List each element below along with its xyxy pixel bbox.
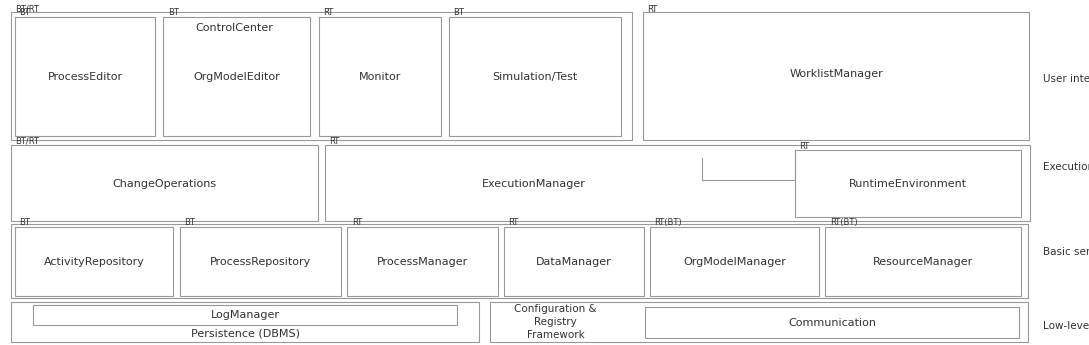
Text: ControlCenter: ControlCenter [195, 23, 273, 32]
Bar [504, 227, 644, 296]
Bar [795, 150, 1021, 217]
Text: RT: RT [647, 5, 657, 14]
Text: ProcessManager: ProcessManager [377, 257, 468, 266]
Bar [490, 302, 1028, 342]
Text: RT(BT): RT(BT) [830, 218, 857, 227]
Bar [15, 227, 173, 296]
Text: RT: RT [352, 218, 362, 227]
Text: DataManager: DataManager [536, 257, 612, 266]
Text: Low-level services layer: Low-level services layer [1043, 321, 1089, 331]
Bar [11, 145, 318, 221]
Bar [11, 302, 479, 342]
Text: ProcessEditor: ProcessEditor [48, 72, 122, 82]
Text: ExecutionManager: ExecutionManager [481, 179, 586, 188]
Text: RuntimeEnvironment: RuntimeEnvironment [849, 179, 967, 188]
Bar [645, 307, 1019, 338]
Text: Configuration &
Registry
Framework: Configuration & Registry Framework [514, 304, 597, 340]
Bar [15, 17, 155, 136]
Bar [650, 227, 819, 296]
Text: RT: RT [799, 142, 809, 151]
Text: BT/RT: BT/RT [15, 137, 39, 146]
Text: ChangeOperations: ChangeOperations [112, 179, 217, 188]
Text: RT: RT [509, 218, 518, 227]
Text: RT(BT): RT(BT) [654, 218, 682, 227]
Bar [643, 12, 1029, 140]
Text: ActivityRepository: ActivityRepository [44, 257, 145, 266]
Text: User interaction layer: User interaction layer [1043, 75, 1089, 84]
Text: OrgModelManager: OrgModelManager [683, 257, 786, 266]
Text: LogManager: LogManager [210, 310, 280, 320]
Text: Communication: Communication [788, 318, 876, 328]
Text: ProcessRepository: ProcessRepository [210, 257, 310, 266]
Bar [11, 224, 1028, 298]
Text: BT: BT [20, 8, 30, 17]
Text: RT: RT [329, 137, 339, 146]
Bar [347, 227, 498, 296]
Bar [325, 145, 1030, 221]
Bar [33, 305, 457, 325]
Text: BT: BT [168, 8, 179, 17]
Bar [180, 227, 341, 296]
Text: Execution layer: Execution layer [1043, 162, 1089, 172]
Text: ResourceManager: ResourceManager [873, 257, 974, 266]
Bar [11, 12, 632, 140]
Bar [163, 17, 310, 136]
Text: Monitor: Monitor [359, 72, 401, 82]
Text: BT: BT [184, 218, 195, 227]
Text: BT/RT: BT/RT [15, 5, 39, 14]
Text: Persistence (DBMS): Persistence (DBMS) [191, 328, 299, 338]
Text: BT: BT [20, 218, 30, 227]
Text: RT: RT [323, 8, 333, 17]
Bar [825, 227, 1021, 296]
Text: Simulation/Test: Simulation/Test [492, 72, 577, 82]
Text: OrgModelEditor: OrgModelEditor [194, 72, 280, 82]
Text: BT: BT [453, 8, 464, 17]
Bar [449, 17, 621, 136]
Bar [319, 17, 441, 136]
Text: Basic services layer: Basic services layer [1043, 247, 1089, 257]
Text: WorklistManager: WorklistManager [790, 69, 883, 79]
